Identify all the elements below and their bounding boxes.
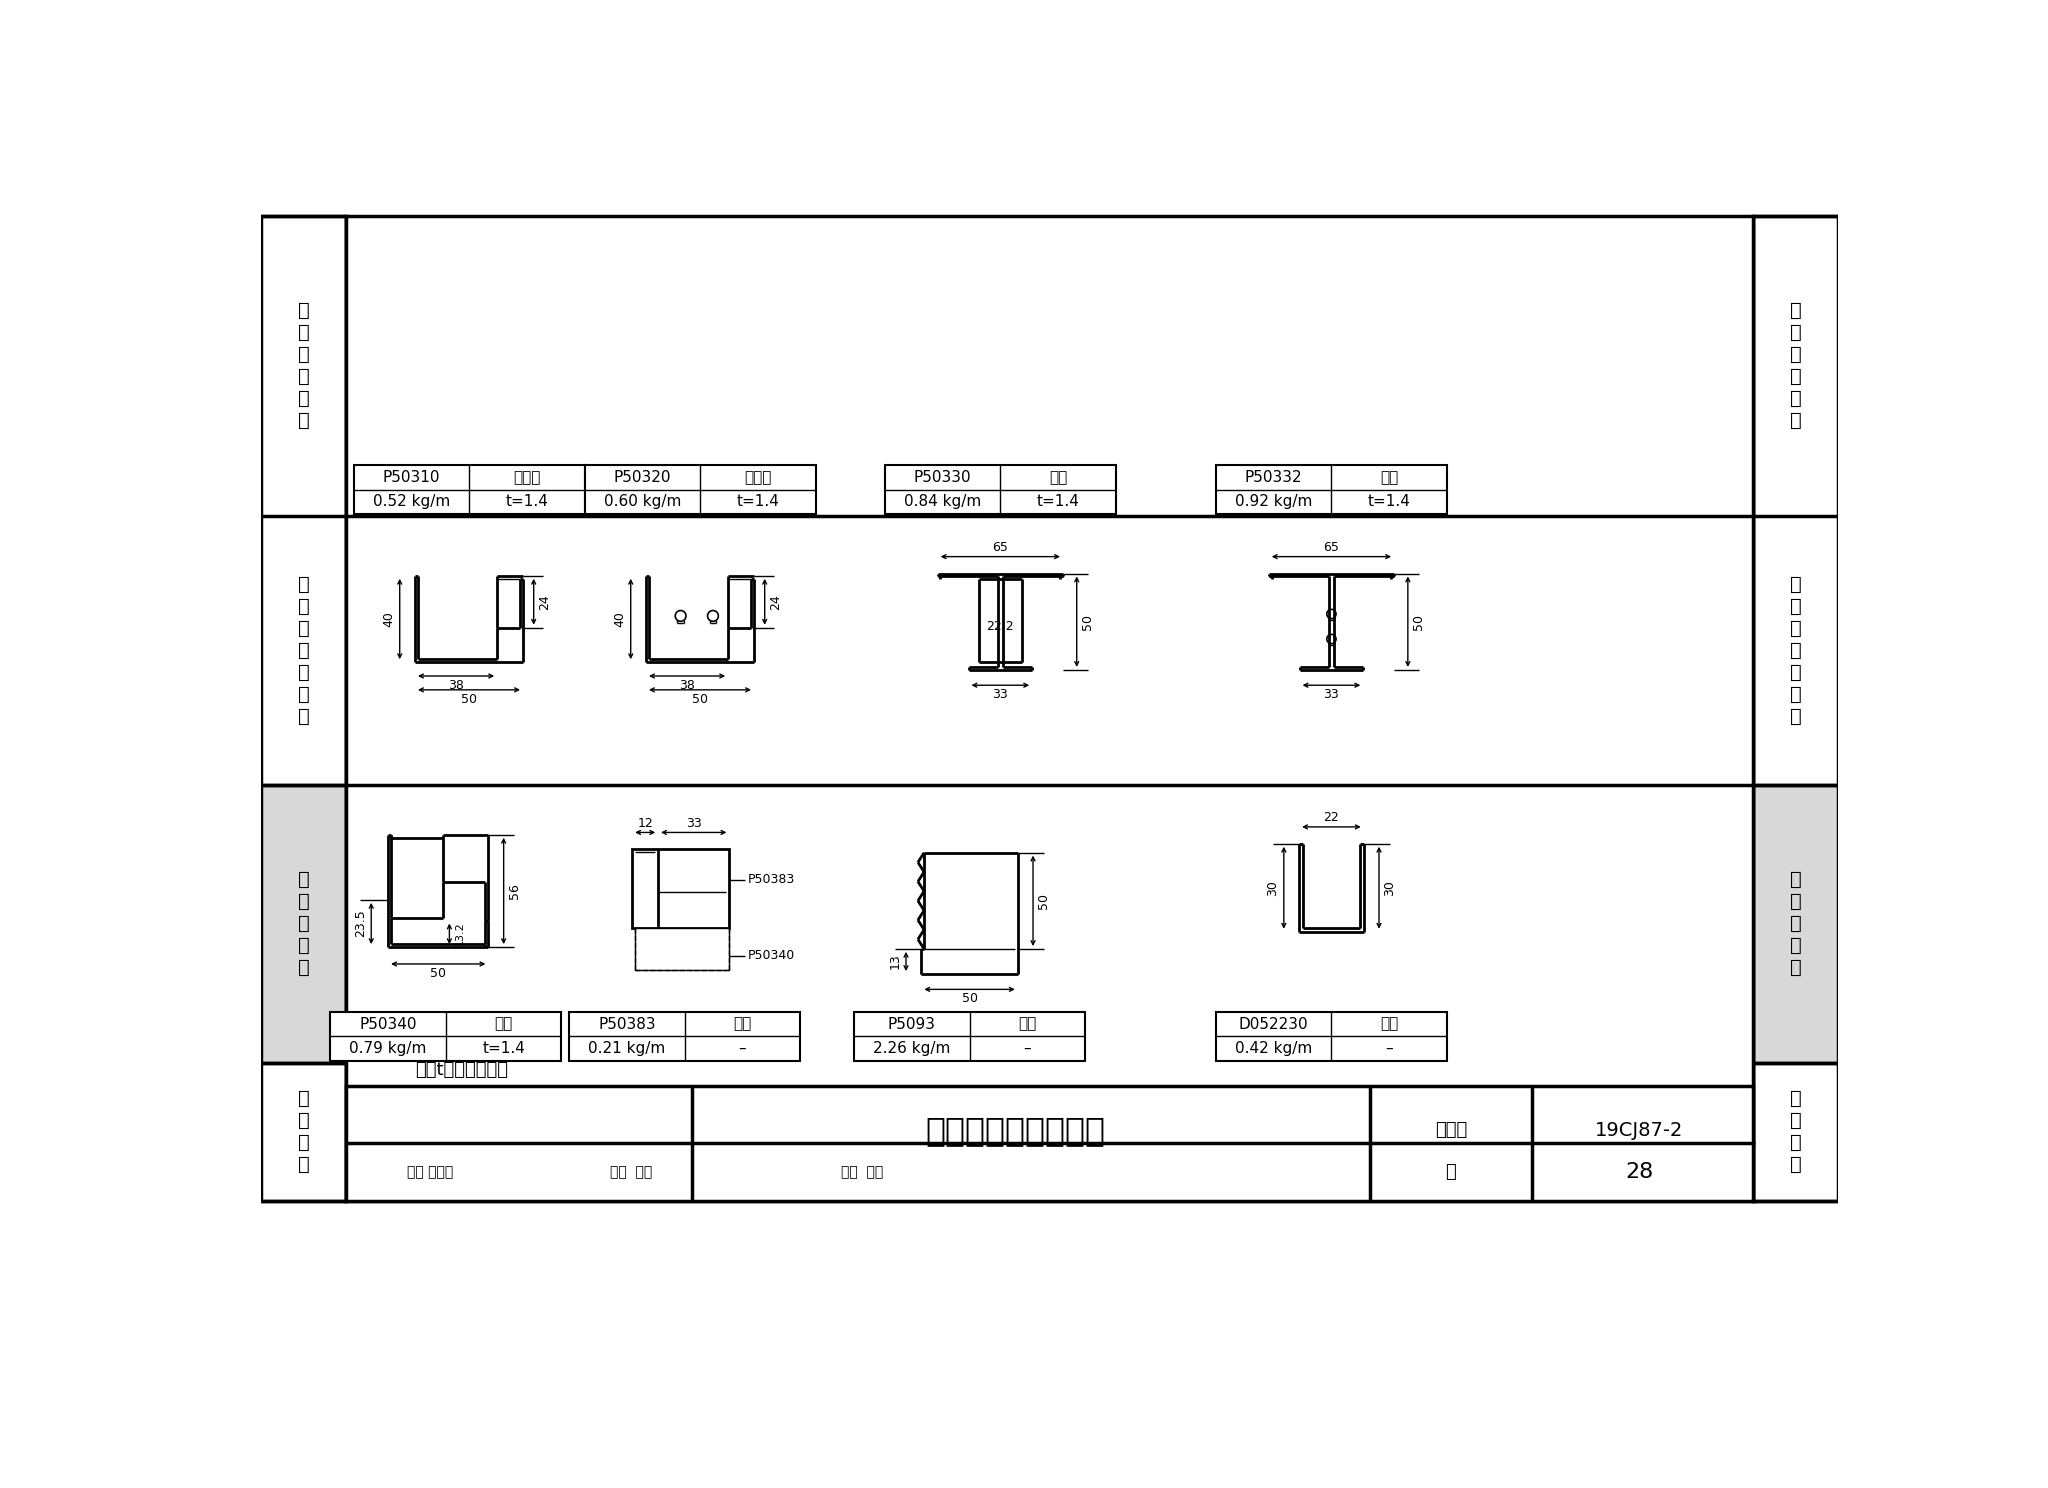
Text: 控
制
系
统: 控 制 系 统	[297, 1089, 309, 1174]
Text: 30: 30	[1266, 879, 1280, 896]
Text: 56: 56	[508, 882, 520, 899]
Text: P50310: P50310	[383, 470, 440, 485]
Text: 流
线
型
通
风
装
置: 流 线 型 通 风 装 置	[1790, 574, 1802, 726]
Text: 薄
型
通
风
装
置: 薄 型 通 风 装 置	[1790, 301, 1802, 430]
Text: 2.26 kg/m: 2.26 kg/m	[872, 1042, 950, 1056]
Text: t=1.4: t=1.4	[1036, 494, 1079, 509]
Text: 40: 40	[383, 612, 395, 626]
Text: 注：t为型材厚度。: 注：t为型材厚度。	[416, 1061, 508, 1079]
Text: 流
线
型
通
风
装
置: 流 线 型 通 风 装 置	[297, 574, 309, 726]
Text: 槽铝: 槽铝	[1380, 1016, 1399, 1031]
Text: 13: 13	[889, 954, 901, 969]
Text: 13.2: 13.2	[455, 921, 465, 946]
Text: –: –	[739, 1042, 745, 1056]
Text: P50330: P50330	[913, 470, 971, 485]
Bar	[569, 1012, 801, 1061]
Text: t=1.4: t=1.4	[737, 494, 778, 509]
Text: 50: 50	[430, 967, 446, 979]
Text: 校对  盛旺: 校对 盛旺	[610, 1165, 651, 1178]
Text: 50: 50	[692, 692, 709, 705]
Text: 横外框: 横外框	[743, 470, 772, 485]
Text: 上
悬
通
风
窗: 上 悬 通 风 窗	[297, 870, 309, 978]
Bar	[635, 929, 729, 970]
Bar	[262, 786, 346, 1062]
Bar	[262, 216, 346, 1201]
Text: 50: 50	[461, 692, 477, 705]
Text: 上悬通风窗型材截面: 上悬通风窗型材截面	[926, 1115, 1106, 1147]
Text: D052230: D052230	[1239, 1016, 1309, 1031]
Text: 19CJ87-2: 19CJ87-2	[1595, 1120, 1683, 1140]
Text: 设计  郑威: 设计 郑威	[840, 1165, 883, 1178]
Text: P50340: P50340	[748, 949, 795, 963]
Text: 65: 65	[1323, 542, 1339, 554]
Text: 压条: 压条	[733, 1016, 752, 1031]
Bar	[584, 464, 815, 515]
Text: 0.92 kg/m: 0.92 kg/m	[1235, 494, 1313, 509]
Text: 50: 50	[1413, 613, 1425, 629]
Text: 50: 50	[1081, 613, 1094, 629]
Text: P50340: P50340	[358, 1016, 418, 1031]
Text: 22: 22	[1323, 811, 1339, 824]
Text: 23.5: 23.5	[354, 909, 367, 937]
Text: 审核 朱华东: 审核 朱华东	[408, 1165, 455, 1178]
Text: t=1.4: t=1.4	[481, 1042, 524, 1056]
Text: 中挺: 中挺	[1380, 470, 1399, 485]
Text: P50383: P50383	[598, 1016, 655, 1031]
Bar	[854, 1012, 1085, 1061]
Text: 0.42 kg/m: 0.42 kg/m	[1235, 1042, 1313, 1056]
Text: 竖外框: 竖外框	[514, 470, 541, 485]
Text: 上
悬
通
风
窗: 上 悬 通 风 窗	[1790, 870, 1802, 978]
Text: 中挺: 中挺	[1049, 470, 1067, 485]
Text: 24: 24	[539, 594, 551, 610]
Text: 33: 33	[993, 687, 1008, 701]
Text: 角码: 角码	[1018, 1016, 1036, 1031]
Text: 0.84 kg/m: 0.84 kg/m	[903, 494, 981, 509]
Bar	[885, 464, 1116, 515]
Text: 窗扇: 窗扇	[494, 1016, 512, 1031]
Bar	[330, 1012, 561, 1061]
Text: 0.52 kg/m: 0.52 kg/m	[373, 494, 451, 509]
Text: 38: 38	[449, 679, 465, 692]
Text: 0.79 kg/m: 0.79 kg/m	[350, 1042, 426, 1056]
Text: 30: 30	[1382, 879, 1397, 896]
Bar	[262, 786, 346, 1062]
Text: 控
制
系
统: 控 制 系 统	[1790, 1089, 1802, 1174]
Text: –: –	[1384, 1042, 1393, 1056]
Text: 33: 33	[686, 817, 702, 830]
Text: 40: 40	[614, 612, 627, 626]
Text: 24: 24	[768, 594, 782, 610]
Bar	[1753, 786, 1839, 1062]
Text: P5093: P5093	[887, 1016, 936, 1031]
Text: 页: 页	[1446, 1162, 1456, 1181]
Text: 65: 65	[993, 542, 1008, 554]
Text: 22.2: 22.2	[987, 620, 1014, 632]
Text: 33: 33	[1323, 687, 1339, 701]
Text: t=1.4: t=1.4	[506, 494, 549, 509]
Text: 图集号: 图集号	[1436, 1122, 1466, 1140]
Bar	[1217, 464, 1448, 515]
Text: 0.21 kg/m: 0.21 kg/m	[588, 1042, 666, 1056]
Text: 50: 50	[1038, 893, 1051, 909]
Text: 28: 28	[1626, 1162, 1653, 1181]
Text: –: –	[1024, 1042, 1030, 1056]
Bar	[346, 216, 1753, 1201]
Text: 薄
型
通
风
装
置: 薄 型 通 风 装 置	[297, 301, 309, 430]
Text: P50332: P50332	[1245, 470, 1303, 485]
Bar	[1217, 1012, 1448, 1061]
Bar	[633, 850, 729, 929]
Text: 12: 12	[637, 817, 653, 830]
Text: 0.60 kg/m: 0.60 kg/m	[604, 494, 680, 509]
Bar	[1753, 216, 1839, 1201]
Text: 38: 38	[680, 679, 694, 692]
Bar	[354, 464, 584, 515]
Bar	[1753, 786, 1839, 1062]
Text: t=1.4: t=1.4	[1368, 494, 1411, 509]
Bar	[346, 1086, 1753, 1201]
Text: P50383: P50383	[748, 873, 795, 885]
Text: 50: 50	[961, 992, 977, 1004]
Text: P50320: P50320	[614, 470, 672, 485]
